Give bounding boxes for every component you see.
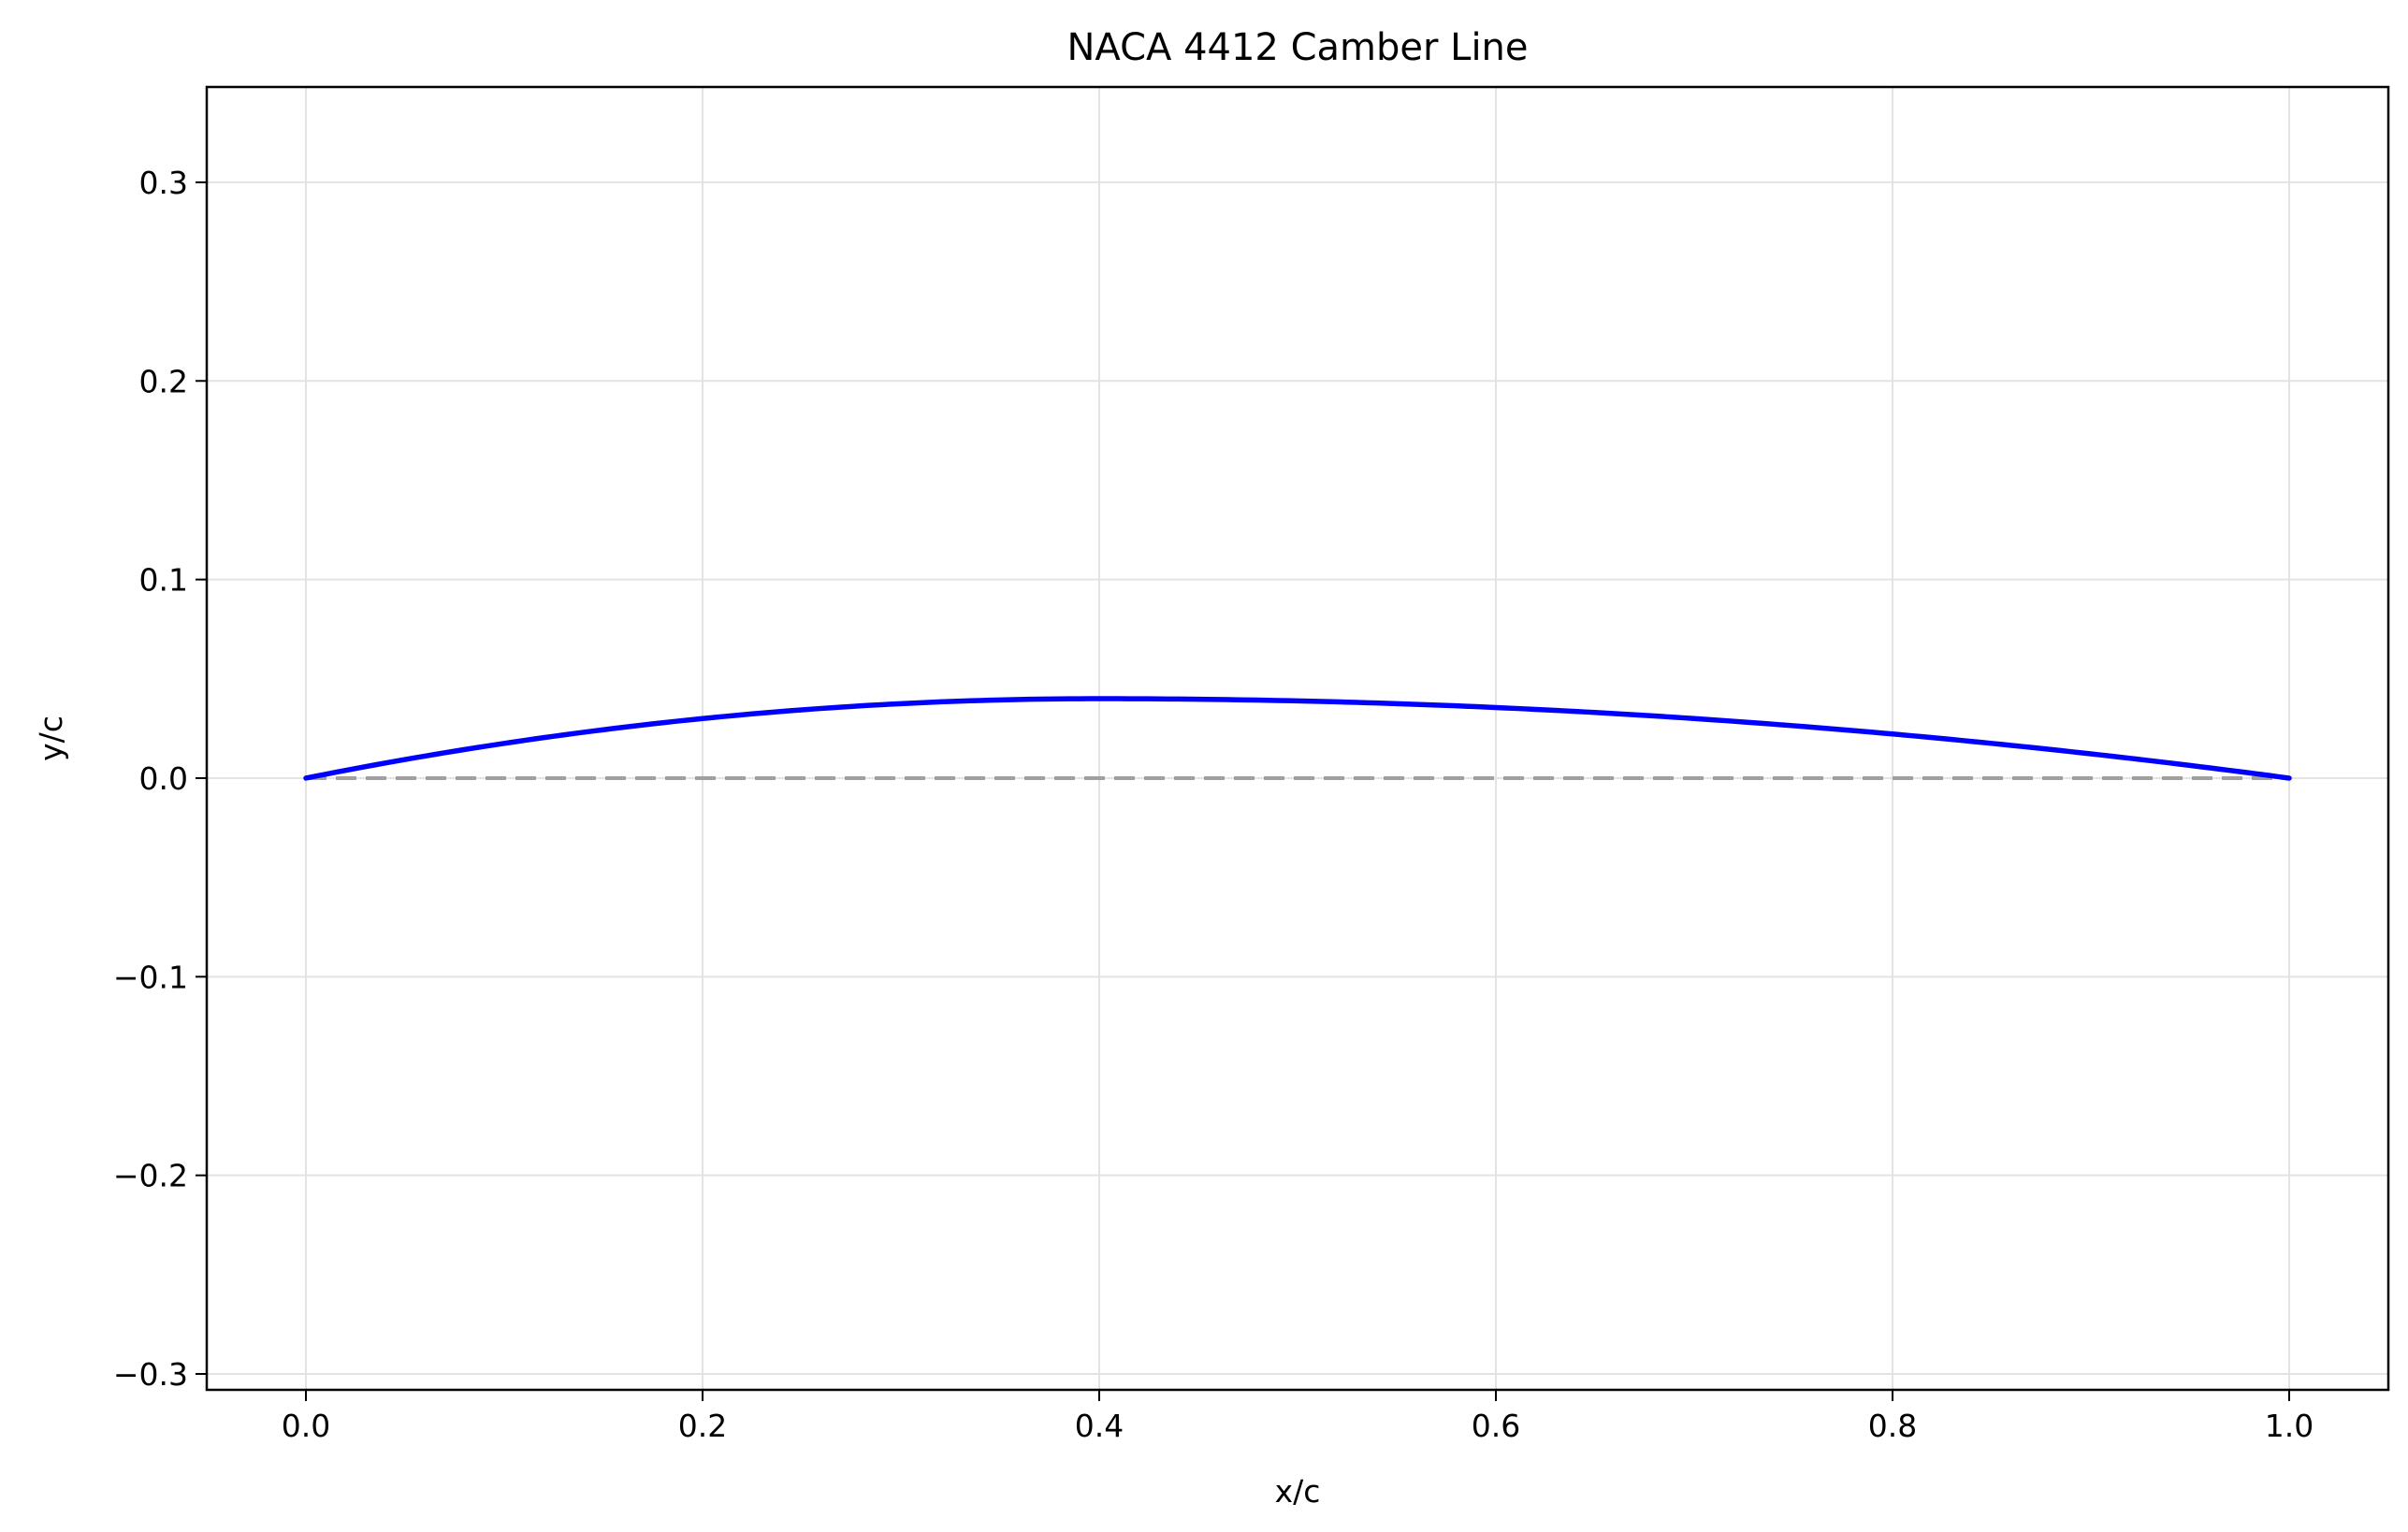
- y-tick-label: 0.1: [139, 562, 188, 599]
- axis-ticks: 0.0 0.2 0.4 0.6 0.8 1.0 −0.3 −0.2 −0.1 0.0 0.1 0.2 0…: [113, 165, 2314, 1444]
- y-tick-label: 0.3: [139, 165, 188, 201]
- y-tick-label: −0.3: [113, 1356, 188, 1393]
- x-tick-label: 0.0: [282, 1408, 330, 1444]
- plot-frame: [205, 85, 2390, 1392]
- y-tick-label: −0.2: [113, 1158, 188, 1194]
- y-tick-label: −0.1: [113, 959, 188, 995]
- x-tick-label: 0.6: [1472, 1408, 1520, 1444]
- x-axis-label: x/c: [1275, 1473, 1321, 1510]
- y-axis-label: y/c: [33, 715, 69, 761]
- x-tick-label: 0.4: [1075, 1408, 1124, 1444]
- camber-line: [303, 696, 2292, 781]
- y-tick-label: 0.0: [139, 760, 188, 797]
- x-tick-label: 0.2: [678, 1408, 727, 1444]
- plot-series: [303, 696, 2292, 781]
- x-tick-label: 0.8: [1868, 1408, 1917, 1444]
- chart-title: NACA 4412 Camber Line: [1066, 26, 1528, 69]
- x-tick-label: 1.0: [2265, 1408, 2314, 1444]
- y-tick-label: 0.2: [139, 363, 188, 399]
